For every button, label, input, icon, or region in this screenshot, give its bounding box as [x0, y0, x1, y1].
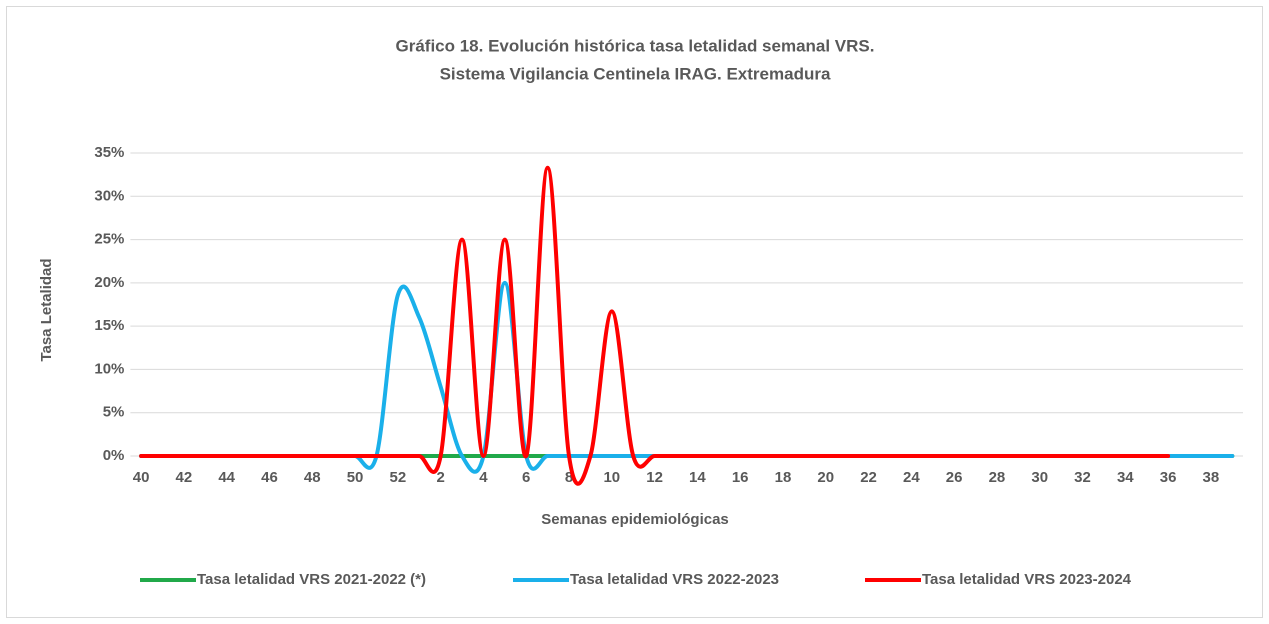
- x-tick-label: 34: [1117, 469, 1134, 486]
- x-tick-label: 24: [903, 469, 920, 486]
- chart-frame: [6, 6, 1263, 618]
- y-tick-label: 15%: [94, 317, 124, 334]
- x-tick-label: 40: [133, 469, 150, 486]
- x-tick-label: 12: [646, 469, 663, 486]
- chart-title: Gráfico 18. Evolución histórica tasa let…: [395, 36, 874, 55]
- x-tick-label: 38: [1203, 469, 1220, 486]
- x-tick-label: 14: [689, 469, 706, 486]
- x-tick-label: 26: [946, 469, 963, 486]
- y-tick-label: 10%: [94, 360, 124, 377]
- y-tick-label: 30%: [94, 187, 124, 204]
- x-tick-label: 4: [479, 469, 488, 486]
- x-tick-label: 32: [1074, 469, 1091, 486]
- x-tick-label: 20: [817, 469, 834, 486]
- series-line: [139, 165, 1171, 486]
- y-tick-label: 0%: [103, 447, 125, 464]
- x-tick-label: 44: [218, 469, 235, 486]
- legend-label: Tasa letalidad VRS 2021-2022 (*): [197, 571, 426, 588]
- x-tick-label: 2: [436, 469, 444, 486]
- chart-title: Sistema Vigilancia Centinela IRAG. Extre…: [440, 64, 831, 83]
- x-tick-label: 48: [304, 469, 321, 486]
- y-tick-label: 25%: [94, 231, 124, 248]
- legend-label: Tasa letalidad VRS 2023-2024: [922, 571, 1132, 588]
- x-tick-label: 42: [176, 469, 193, 486]
- y-tick-label: 35%: [94, 144, 124, 161]
- x-tick-label: 8: [565, 469, 573, 486]
- x-tick-label: 36: [1160, 469, 1177, 486]
- x-tick-label: 30: [1031, 469, 1048, 486]
- x-tick-label: 50: [347, 469, 364, 486]
- x-tick-label: 6: [522, 469, 530, 486]
- x-tick-label: 52: [390, 469, 407, 486]
- x-tick-label: 16: [732, 469, 749, 486]
- x-tick-label: 18: [775, 469, 792, 486]
- y-axis-label: Tasa Letalidad: [38, 258, 55, 361]
- x-tick-label: 22: [860, 469, 877, 486]
- legend-label: Tasa letalidad VRS 2022-2023: [570, 571, 779, 588]
- x-tick-label: 46: [261, 469, 278, 486]
- y-tick-label: 20%: [94, 274, 124, 291]
- x-tick-label: 28: [989, 469, 1006, 486]
- x-tick-label: 10: [603, 469, 620, 486]
- x-axis-label: Semanas epidemiológicas: [541, 511, 729, 528]
- y-tick-label: 5%: [103, 404, 125, 421]
